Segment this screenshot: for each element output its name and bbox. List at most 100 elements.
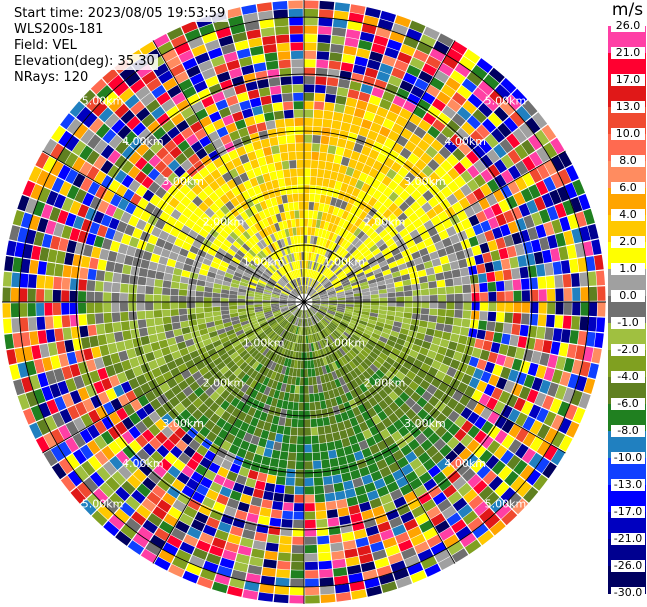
velocity-gate (352, 64, 366, 75)
velocity-gate (310, 307, 317, 314)
velocity-gate (304, 369, 308, 377)
velocity-gate (466, 179, 479, 192)
velocity-gate (515, 427, 529, 443)
velocity-gate (478, 197, 490, 210)
velocity-gate (416, 397, 428, 408)
velocity-gate (100, 160, 114, 175)
velocity-gate (256, 401, 265, 412)
velocity-gate (105, 388, 118, 401)
velocity-gate (274, 285, 283, 291)
velocity-gate (306, 352, 311, 361)
velocity-gate (373, 114, 385, 126)
velocity-gate (373, 35, 389, 47)
velocity-gate (227, 248, 236, 257)
velocity-gate (166, 378, 178, 389)
velocity-gate (239, 261, 248, 269)
velocity-gate (443, 270, 453, 280)
velocity-gate (405, 223, 416, 233)
velocity-gate (155, 356, 167, 367)
velocity-gate (479, 311, 488, 321)
velocity-gate (341, 472, 352, 482)
velocity-gate (216, 269, 226, 277)
velocity-gate (311, 280, 317, 288)
velocity-gate (439, 527, 455, 541)
velocity-gate (180, 159, 193, 172)
velocity-gate (352, 477, 364, 488)
velocity-gate (148, 154, 162, 168)
velocity-gate (310, 291, 318, 297)
velocity-gate (273, 363, 280, 372)
velocity-gate (359, 31, 375, 43)
velocity-gate (150, 140, 163, 154)
velocity-gate (316, 312, 324, 319)
velocity-gate (362, 75, 376, 87)
velocity-gate (541, 193, 554, 208)
velocity-gate (219, 194, 230, 205)
velocity-gate (334, 315, 342, 321)
velocity-gate (293, 109, 304, 118)
velocity-gate (268, 265, 276, 273)
velocity-gate (309, 289, 315, 296)
velocity-gate (318, 434, 327, 444)
velocity-gate (239, 317, 249, 323)
velocity-gate (344, 289, 353, 294)
velocity-gate (257, 317, 266, 323)
velocity-gate (566, 344, 577, 359)
velocity-gate (66, 240, 77, 254)
velocity-gate (513, 290, 522, 302)
velocity-gate (398, 201, 410, 212)
velocity-gate (174, 261, 185, 270)
velocity-gate (108, 440, 122, 455)
velocity-gate (583, 346, 594, 362)
velocity-gate (330, 352, 338, 362)
velocity-gate (287, 272, 293, 281)
range-label: 1.00km (243, 256, 285, 269)
velocity-gate (473, 174, 486, 188)
velocity-gate (441, 263, 452, 272)
velocity-gate (156, 444, 170, 458)
velocity-gate (144, 456, 159, 470)
velocity-gate (554, 315, 564, 329)
velocity-gate (113, 384, 125, 397)
velocity-gate (279, 451, 289, 460)
velocity-gate (283, 357, 289, 367)
velocity-gate (355, 537, 369, 548)
velocity-gate (123, 131, 138, 145)
velocity-gate (212, 118, 225, 131)
velocity-gate (510, 476, 526, 492)
velocity-gate (126, 245, 137, 257)
velocity-gate (187, 290, 196, 297)
velocity-gate (421, 295, 430, 302)
velocity-gate (296, 252, 300, 261)
velocity-gate (205, 162, 217, 174)
velocity-gate (161, 98, 176, 112)
velocity-gate (376, 340, 386, 348)
velocity-gate (563, 288, 572, 301)
velocity-gate (212, 292, 221, 298)
velocity-gate (107, 342, 118, 354)
velocity-gate (355, 134, 367, 146)
colorbar-tick-label: 21.0 (611, 47, 645, 59)
velocity-gate (441, 237, 453, 248)
velocity-gate (338, 227, 346, 237)
velocity-gate (293, 261, 297, 270)
velocity-gate (281, 308, 290, 314)
velocity-gate (441, 126, 455, 140)
velocity-gate (229, 305, 238, 310)
velocity-gate (320, 319, 328, 327)
velocity-gate (173, 414, 186, 427)
velocity-gate (451, 201, 463, 214)
velocity-gate (434, 70, 449, 84)
velocity-gate (351, 72, 364, 83)
velocity-gate (288, 393, 295, 402)
velocity-gate (248, 249, 257, 258)
velocity-gate (331, 371, 338, 380)
velocity-gate (317, 535, 330, 545)
velocity-gate (234, 326, 243, 333)
velocity-gate (377, 379, 387, 389)
velocity-gate (270, 197, 278, 207)
velocity-gate (413, 235, 423, 245)
velocity-gate (389, 103, 402, 115)
velocity-gate (241, 373, 250, 383)
velocity-gate (577, 330, 588, 346)
